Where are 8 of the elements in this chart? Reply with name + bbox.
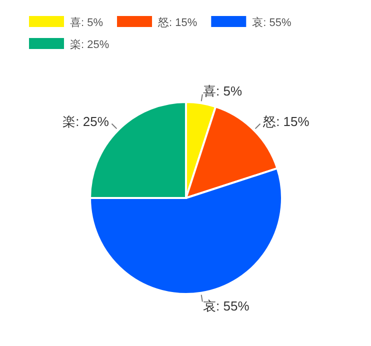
legend-label: 怒: 15% <box>157 17 198 29</box>
slice-label: 喜: 5% <box>203 83 243 98</box>
slice-label: 怒: 15% <box>262 114 310 129</box>
legend-label: 楽: 25% <box>70 39 110 51</box>
slice-label: 楽: 25% <box>62 114 110 129</box>
slice-label: 哀: 55% <box>203 298 250 314</box>
legend-label: 喜: 5% <box>70 16 104 29</box>
legend-label: 哀: 55% <box>252 16 292 29</box>
